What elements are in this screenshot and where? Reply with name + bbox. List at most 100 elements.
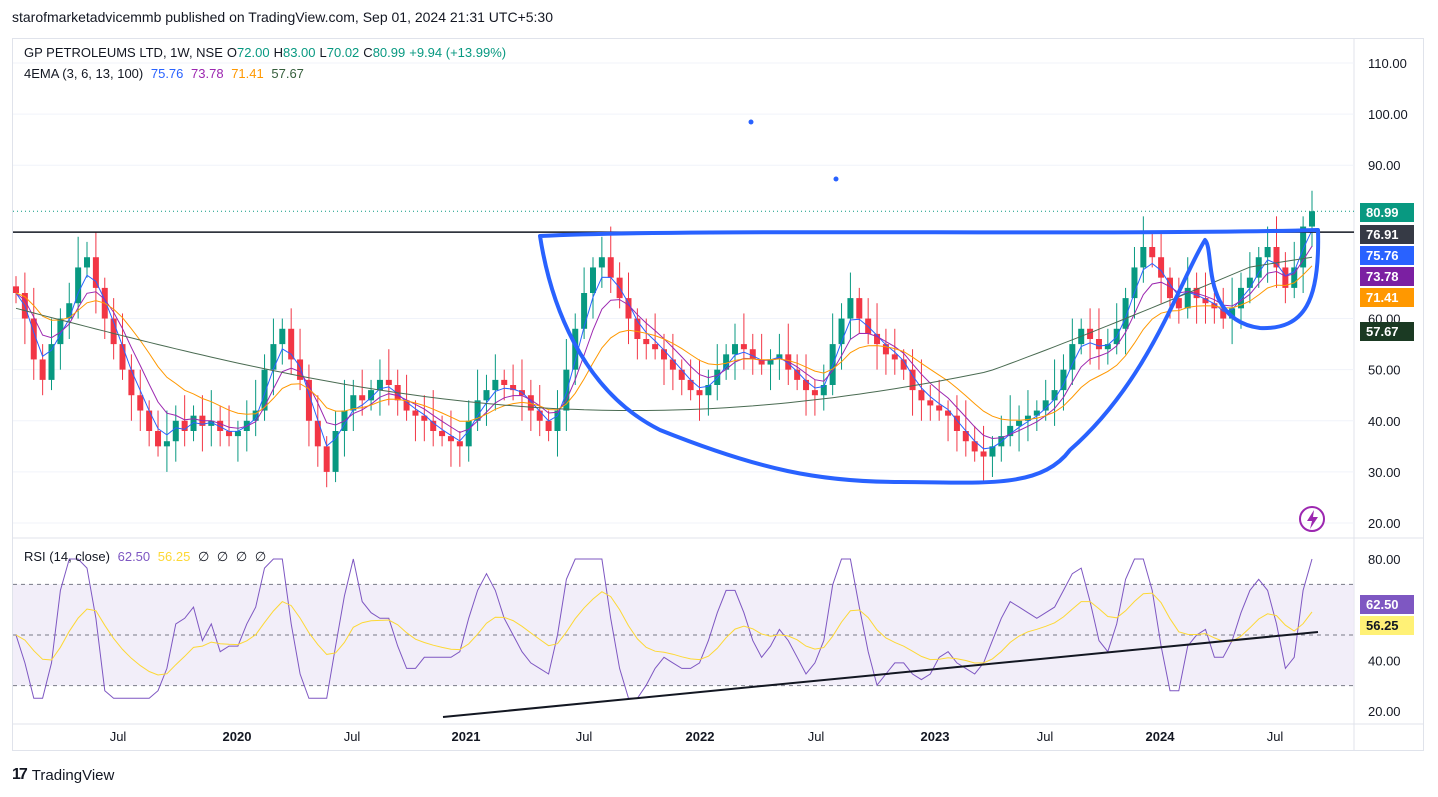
candle-body <box>119 344 126 370</box>
candle-body <box>1104 344 1111 350</box>
candle-body <box>652 344 659 350</box>
symbol-legend: GP PETROLEUMS LTD, 1W, NSE O72.00 H83.00 L7… <box>24 45 510 60</box>
candle-body <box>39 359 46 380</box>
candle-body <box>128 369 135 396</box>
brand-name: TradingView <box>31 766 115 784</box>
candle-body <box>163 441 170 447</box>
candle-body <box>634 318 641 339</box>
candle-body <box>350 395 357 411</box>
candle-body <box>909 369 916 391</box>
price-tick-label: 50.00 <box>1368 363 1401 378</box>
ema13-line <box>15 265 1313 422</box>
candle-body <box>687 379 694 391</box>
candle-body <box>589 267 596 293</box>
candle-body <box>1158 257 1165 278</box>
price-tick-label: 110.00 <box>1368 56 1407 71</box>
ema6-value: 73.78 <box>191 66 224 81</box>
open-label: O <box>226 45 238 60</box>
candle-body <box>456 441 463 447</box>
close-label: C <box>363 45 373 60</box>
candle-body <box>1264 247 1271 258</box>
candle-body <box>412 410 419 416</box>
time-tick-label: Jul <box>344 729 361 744</box>
candle-body <box>1291 267 1298 288</box>
candle-body <box>1060 369 1067 391</box>
candle-body <box>92 257 99 288</box>
high-label: H <box>273 45 283 60</box>
chart-frame[interactable] <box>12 38 1424 751</box>
price-tick-label: 20.00 <box>1368 516 1401 531</box>
candle-body <box>368 390 375 401</box>
ema13-value: 71.41 <box>231 66 264 81</box>
rsi-title: RSI (14, close) <box>24 549 110 564</box>
rsi-legend: RSI (14, close) 62.50 56.25 ∅ ∅ ∅ ∅ <box>24 549 270 565</box>
candle-body <box>749 349 756 360</box>
candle-body <box>403 400 410 411</box>
candle-body <box>1042 400 1049 411</box>
candle-body <box>581 293 588 329</box>
ema100-value: 57.67 <box>271 66 304 81</box>
candle-body <box>723 354 730 370</box>
price-tick-label: 90.00 <box>1368 158 1401 173</box>
candle-body <box>625 298 632 319</box>
candle-body <box>181 420 188 431</box>
candle-body <box>510 385 517 391</box>
candle-body <box>84 257 91 268</box>
candle-body <box>811 390 818 396</box>
candle-body <box>945 410 952 416</box>
rsi-label: 62.50 <box>1360 595 1414 614</box>
change-value: +9.94 (+13.99%) <box>409 45 507 60</box>
candle-body <box>1255 257 1262 278</box>
rsi-line <box>15 558 1313 699</box>
rsi-extra: ∅ <box>235 549 248 564</box>
candle-body <box>536 410 543 421</box>
time-tick-label: 2020 <box>223 729 252 744</box>
candle-body <box>953 415 960 431</box>
candle-body <box>1300 226 1307 268</box>
candle-body <box>732 344 739 355</box>
close-value: 80.99 <box>372 45 406 60</box>
candle-body <box>563 369 570 411</box>
candle-body <box>545 420 552 431</box>
candle-body <box>217 420 224 431</box>
marker-dot <box>748 119 754 125</box>
candle-body <box>376 379 383 391</box>
time-tick-label: Jul <box>808 729 825 744</box>
candle-body <box>643 339 650 345</box>
candle-body <box>279 328 286 345</box>
candle-body <box>297 359 304 380</box>
candle-body <box>678 369 685 380</box>
lightning-icon-bolt <box>1307 510 1318 529</box>
candle-body <box>288 328 295 360</box>
candle-body <box>794 369 801 380</box>
rsi-ma-label: 56.25 <box>1360 616 1414 635</box>
candle-body <box>234 431 241 437</box>
price-label-ema13: 71.41 <box>1360 288 1414 307</box>
rsi-extra: ∅ <box>254 549 267 564</box>
footer-brand[interactable]: 17 TradingView <box>12 766 114 784</box>
candle-body <box>1007 425 1014 437</box>
time-tick-label: Jul <box>1037 729 1054 744</box>
ema-legend: 4EMA (3, 6, 13, 100) 75.76 73.78 71.41 5… <box>24 66 308 81</box>
candle-body <box>501 379 508 385</box>
candle-body <box>918 390 925 401</box>
candle-body <box>1166 277 1173 299</box>
candle-body <box>820 385 827 396</box>
price-label-resistance: 76.91 <box>1360 225 1414 244</box>
candle-body <box>1149 247 1156 258</box>
candle-body <box>323 446 330 472</box>
candle-body <box>261 369 268 411</box>
candle-body <box>838 318 845 345</box>
candle-body <box>936 405 943 411</box>
candle-body <box>1016 420 1023 426</box>
candle-body <box>1033 410 1040 416</box>
candle-body <box>527 395 534 411</box>
candle-body <box>740 344 747 350</box>
lightning-icon <box>1299 506 1325 532</box>
candle-body <box>1024 415 1031 421</box>
price-label-close: 80.99 <box>1360 203 1414 222</box>
candle-body <box>13 286 19 293</box>
candle-body <box>927 400 934 406</box>
candle-body <box>305 379 312 421</box>
